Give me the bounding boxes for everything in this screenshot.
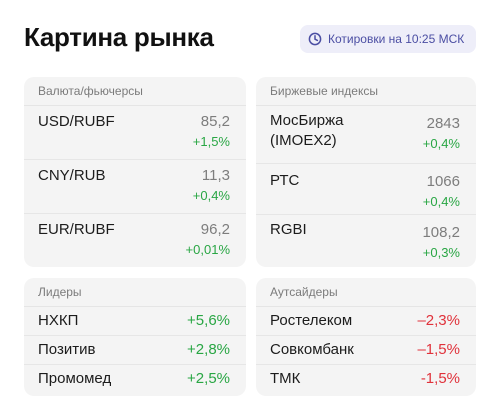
clock-icon (308, 32, 322, 46)
outsiders-card: Аутсайдеры Ростелеком –2,3% Совкомбанк –… (256, 278, 476, 396)
instrument-name: CNY/RUB (38, 167, 106, 184)
instrument-change: +1,5% (192, 134, 230, 149)
instrument-change: +0,4% (422, 136, 460, 151)
stock-name: ТМК (270, 370, 301, 387)
instrument-value: 2843 (426, 115, 460, 132)
instrument-value: 108,2 (422, 224, 460, 241)
instrument-name: USD/RUBF (38, 113, 115, 130)
list-item: Совкомбанк –1,5% (256, 336, 476, 365)
quote-row: RGBI 108,2 +0,3% (256, 215, 476, 267)
instrument-name: РТС (270, 172, 300, 189)
instrument-change: +0,4% (192, 188, 230, 203)
instrument-name: МосБиржа (IMOEX2) (270, 112, 344, 149)
stock-change: +2,8% (187, 341, 230, 358)
instrument-name: RGBI (270, 221, 307, 238)
instrument-change: +0,4% (422, 194, 460, 209)
card-title: Аутсайдеры (256, 278, 476, 307)
quote-row: РТС 1066 +0,4% (256, 164, 476, 215)
currency-card: Валюта/фьючерсы USD/RUBF 85,2 +1,5% CNY/… (24, 77, 246, 267)
stock-name: Позитив (38, 341, 96, 358)
quote-row: CNY/RUB 11,3 +0,4% (24, 160, 246, 214)
list-item: Позитив +2,8% (24, 336, 246, 365)
card-title: Биржевые индексы (256, 77, 476, 106)
quote-row: EUR/RUBF 96,2 +0,01% (24, 214, 246, 267)
list-item: ТМК -1,5% (256, 365, 476, 394)
stock-change: +2,5% (187, 370, 230, 387)
instrument-value: 1066 (426, 173, 460, 190)
page-title: Картина рынка (24, 22, 214, 52)
quote-row: МосБиржа (IMOEX2) 2843 +0,4% (256, 106, 476, 164)
instrument-value: 11,3 (201, 167, 230, 184)
list-item: НХКП +5,6% (24, 307, 246, 336)
instrument-change: +0,01% (185, 242, 230, 257)
card-title: Лидеры (24, 278, 246, 307)
quotes-time-text: Котировки на 10:25 МСК (328, 32, 465, 46)
stock-name: Промомед (38, 370, 112, 387)
indices-card: Биржевые индексы МосБиржа (IMOEX2) 2843 … (256, 77, 476, 267)
stock-change: -1,5% (420, 370, 460, 387)
stock-change: –1,5% (417, 341, 460, 358)
instrument-value: 85,2 (200, 113, 230, 130)
instrument-name: EUR/RUBF (38, 221, 115, 238)
stock-name: Ростелеком (270, 312, 353, 329)
card-title: Валюта/фьючерсы (24, 77, 246, 106)
stock-change: +5,6% (187, 312, 230, 329)
quotes-time-badge: Котировки на 10:25 МСК (300, 25, 476, 53)
stock-change: –2,3% (417, 312, 460, 329)
list-item: Промомед +2,5% (24, 365, 246, 394)
stock-name: Совкомбанк (270, 341, 354, 358)
instrument-value: 96,2 (200, 221, 230, 238)
stock-name: НХКП (38, 312, 79, 329)
header: Картина рынка Котировки на 10:25 МСК (0, 0, 500, 80)
list-item: Ростелеком –2,3% (256, 307, 476, 336)
leaders-card: Лидеры НХКП +5,6% Позитив +2,8% Промомед… (24, 278, 246, 396)
quote-row: USD/RUBF 85,2 +1,5% (24, 106, 246, 160)
instrument-change: +0,3% (422, 245, 460, 260)
